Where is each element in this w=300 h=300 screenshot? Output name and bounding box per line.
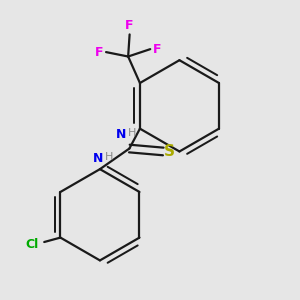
Text: F: F	[125, 19, 134, 32]
Text: F: F	[153, 43, 161, 56]
Text: Cl: Cl	[25, 238, 38, 251]
Text: H: H	[128, 128, 136, 138]
Text: H: H	[105, 152, 114, 162]
Text: S: S	[164, 144, 175, 159]
Text: N: N	[93, 152, 104, 165]
Text: F: F	[95, 46, 104, 59]
Text: N: N	[116, 128, 127, 141]
